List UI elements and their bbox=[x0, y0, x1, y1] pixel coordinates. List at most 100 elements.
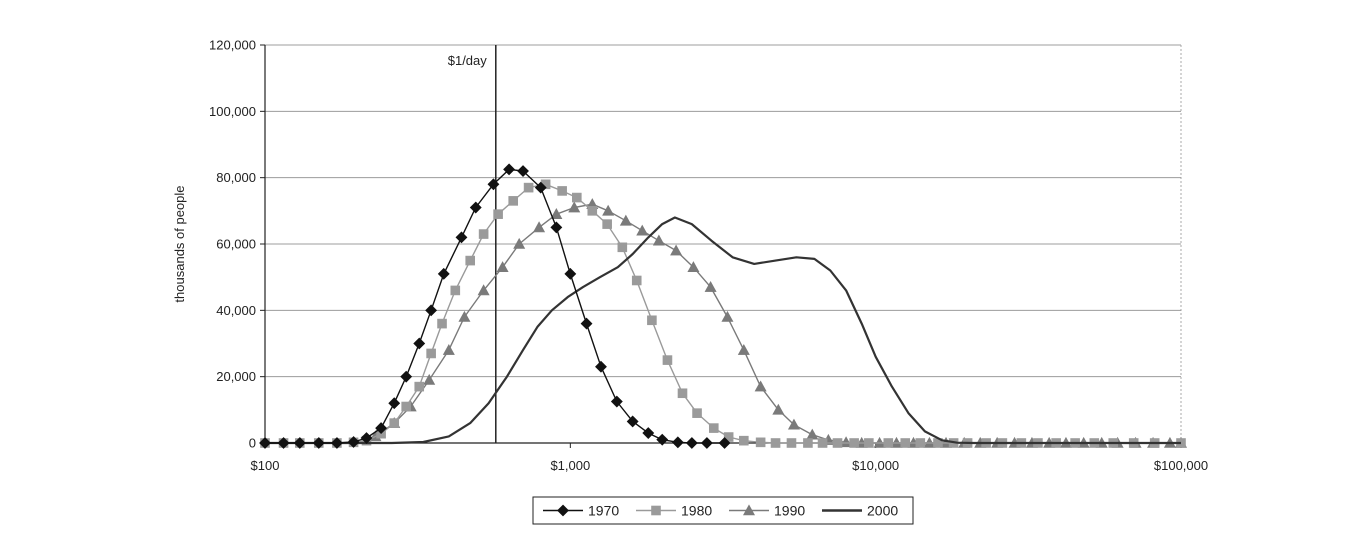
data-point-1990 bbox=[652, 234, 665, 246]
y-axis-title: thousands of people bbox=[172, 185, 187, 302]
series-1990 bbox=[369, 198, 1188, 448]
data-point-1970 bbox=[626, 415, 639, 428]
x-tick-label: $1,000 bbox=[550, 458, 590, 473]
data-point-1980 bbox=[883, 438, 894, 448]
data-point-1980 bbox=[450, 285, 461, 296]
data-point-1980 bbox=[708, 423, 719, 433]
data-point-1980 bbox=[557, 186, 567, 196]
legend: 1970 1980 1990 2000 bbox=[532, 496, 914, 525]
gridlines bbox=[264, 44, 1182, 444]
data-point-1970 bbox=[437, 267, 450, 280]
data-point-1980 bbox=[401, 401, 411, 412]
data-point-1980 bbox=[572, 192, 582, 203]
data-point-1980 bbox=[617, 242, 628, 253]
y-tick-label: 20,000 bbox=[216, 369, 256, 384]
data-point-1990 bbox=[670, 244, 683, 256]
series-1980 bbox=[260, 179, 1186, 448]
data-point-1990 bbox=[737, 344, 750, 355]
data-point-1970 bbox=[700, 437, 713, 449]
data-point-1970 bbox=[503, 163, 515, 176]
data-point-1980 bbox=[493, 209, 503, 219]
y-tick-label: 60,000 bbox=[216, 237, 256, 252]
legend-item-2000: 2000 bbox=[822, 503, 898, 519]
y-tick-label: 120,000 bbox=[209, 38, 256, 53]
data-point-1990 bbox=[687, 261, 700, 273]
data-point-1980 bbox=[389, 418, 400, 428]
data-point-1970 bbox=[534, 181, 547, 194]
data-point-1980 bbox=[755, 437, 766, 448]
data-point-1990 bbox=[602, 204, 615, 216]
data-point-1980 bbox=[631, 275, 642, 286]
x-tick-label: $100 bbox=[251, 458, 280, 473]
legend-marker bbox=[651, 505, 661, 516]
data-point-1990 bbox=[513, 237, 526, 249]
data-point-1970 bbox=[656, 433, 669, 446]
series-1970 bbox=[259, 163, 731, 449]
data-point-1980 bbox=[414, 381, 425, 392]
data-point-1970 bbox=[375, 422, 388, 434]
data-point-1990 bbox=[423, 373, 436, 385]
y-tick-label: 40,000 bbox=[216, 303, 256, 318]
y-tick-label: 80,000 bbox=[216, 170, 256, 185]
data-point-1990 bbox=[840, 436, 853, 448]
data-point-1990 bbox=[636, 224, 649, 236]
data-point-1980 bbox=[647, 315, 657, 326]
data-point-1970 bbox=[469, 201, 482, 214]
data-point-1970 bbox=[517, 165, 529, 177]
data-point-1990 bbox=[550, 208, 563, 219]
legend-marker bbox=[557, 504, 569, 517]
data-point-1980 bbox=[786, 438, 797, 448]
data-point-1990 bbox=[458, 310, 471, 322]
data-point-1970 bbox=[550, 221, 563, 234]
data-point-1980 bbox=[849, 438, 859, 448]
data-point-1980 bbox=[426, 348, 436, 359]
data-point-1980 bbox=[915, 438, 926, 448]
y-axis-ticks: 0 20,000 40,000 60,000 80,000 100,000 120,000 bbox=[209, 38, 265, 451]
legend-item-1990: 1990 bbox=[729, 503, 805, 519]
series-line-2000 bbox=[265, 216, 1181, 445]
data-point-1980 bbox=[602, 219, 612, 229]
data-point-1980 bbox=[437, 318, 447, 329]
data-point-1970 bbox=[330, 437, 343, 449]
data-point-1990 bbox=[772, 403, 785, 415]
data-point-1970 bbox=[564, 267, 577, 280]
series-2000 bbox=[265, 216, 1181, 445]
data-point-1970 bbox=[580, 317, 593, 330]
data-point-1970 bbox=[400, 370, 413, 383]
data-point-1980 bbox=[478, 229, 489, 239]
legend-label: 1980 bbox=[681, 503, 712, 519]
data-point-1970 bbox=[685, 437, 698, 449]
data-point-1970 bbox=[293, 437, 306, 449]
legend-label: 1970 bbox=[588, 503, 619, 519]
legend-marker bbox=[742, 504, 756, 516]
data-point-1980 bbox=[662, 355, 673, 365]
data-point-1980 bbox=[770, 438, 781, 448]
data-point-1970 bbox=[312, 437, 325, 449]
x-tick-label: $10,000 bbox=[852, 458, 899, 473]
data-point-1970 bbox=[413, 337, 426, 350]
data-point-1990 bbox=[442, 344, 455, 355]
data-point-1970 bbox=[425, 304, 438, 317]
reference-line-label: $1/day bbox=[448, 53, 488, 68]
data-point-1970 bbox=[610, 395, 623, 408]
data-point-1970 bbox=[347, 436, 360, 448]
data-point-1980 bbox=[508, 196, 519, 206]
data-point-1990 bbox=[806, 428, 819, 440]
data-point-1980 bbox=[900, 438, 911, 448]
y-tick-label: 100,000 bbox=[209, 104, 256, 119]
series-layer bbox=[259, 163, 1188, 449]
data-point-1980 bbox=[817, 438, 828, 448]
data-point-1970 bbox=[455, 231, 468, 244]
x-axis-ticks: $100 $1,000 $10,000 $100,000 bbox=[251, 443, 1208, 473]
reference-line-group: $1/day bbox=[448, 45, 497, 443]
y-tick-label: 0 bbox=[249, 436, 256, 451]
data-point-1990 bbox=[754, 380, 767, 392]
data-point-1970 bbox=[388, 397, 401, 410]
data-point-1970 bbox=[277, 437, 290, 449]
data-point-1980 bbox=[692, 408, 702, 418]
data-point-1990 bbox=[619, 214, 632, 226]
data-point-1970 bbox=[487, 178, 500, 191]
data-point-1990 bbox=[533, 221, 546, 233]
data-point-1980 bbox=[465, 255, 476, 266]
